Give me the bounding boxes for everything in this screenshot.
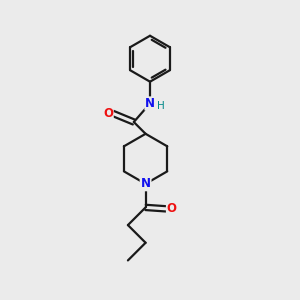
Text: N: N — [141, 177, 151, 190]
Text: O: O — [103, 107, 113, 120]
Text: H: H — [157, 101, 165, 111]
Text: N: N — [145, 97, 155, 110]
Text: O: O — [167, 202, 176, 215]
